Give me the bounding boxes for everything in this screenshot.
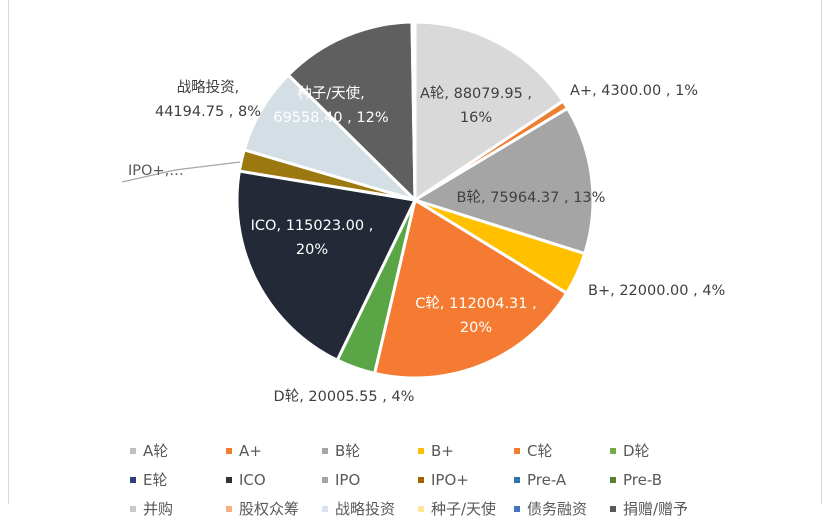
- legend-label: B+: [431, 441, 454, 460]
- pie-slice-1: [413, 20, 566, 203]
- legend-row: A轮 A+ B轮 B+ C轮 D轮: [130, 436, 770, 465]
- legend-label: 并购: [143, 500, 174, 518]
- legend-item: Pre-B: [610, 471, 706, 489]
- pie-slice-3: [411, 106, 595, 256]
- legend-item: B轮: [322, 440, 418, 461]
- data-label-5: C轮, 112004.31 , 20%: [415, 295, 536, 336]
- legend-row: E轮 ICO IPO IPO+ Pre-A Pre-B: [130, 465, 770, 494]
- legend-swatch: [418, 476, 424, 483]
- legend-label: IPO: [335, 470, 361, 489]
- legend-swatch: [322, 447, 328, 454]
- legend-label: ICO: [239, 470, 266, 489]
- legend-swatch: [610, 476, 616, 483]
- data-labels: A轮, 88079.95 , 16% A+, 4300.00 , 1% B轮, 759…: [128, 79, 725, 405]
- legend-label: Pre-B: [623, 470, 663, 489]
- legend-label: 种子/天使: [431, 500, 497, 518]
- chart-legend: A轮 A+ B轮 B+ C轮 D轮 E轮 ICO IPO IPO+ Pre-A Pre-B 并购 股权众筹…: [130, 436, 770, 523]
- data-label-9: 战略投资, 44194.75 , 8%: [155, 79, 261, 120]
- legend-item: 战略投资: [322, 498, 418, 519]
- pie-chart: A轮, 88079.95 , 16% A+, 4300.00 , 1% B轮, 759…: [121, 20, 725, 405]
- legend-swatch: [418, 505, 424, 512]
- legend-label: 战略投资: [335, 500, 396, 518]
- legend-swatch: [130, 476, 136, 483]
- pie-slice-11: [410, 20, 417, 201]
- data-label-6: D轮, 20005.55 , 4%: [274, 388, 415, 405]
- legend-item: A+: [226, 442, 322, 460]
- leader-lines: [121, 161, 241, 183]
- legend-item: 债务融资: [514, 498, 610, 519]
- legend-swatch: [514, 476, 520, 483]
- legend-label: C轮: [527, 442, 553, 460]
- legend-item: 股权众筹: [226, 498, 322, 519]
- pie-slice-7: [235, 169, 418, 363]
- legend-swatch: [514, 505, 520, 512]
- legend-swatch: [514, 447, 520, 454]
- pie-slice-10: [286, 20, 417, 204]
- legend-item: IPO+: [418, 471, 514, 489]
- legend-swatch: [226, 505, 232, 512]
- legend-item: Pre-A: [514, 471, 610, 489]
- data-label-2: A+, 4300.00 , 1%: [570, 83, 698, 99]
- legend-label: 债务融资: [527, 500, 588, 518]
- legend-swatch: [610, 505, 616, 512]
- data-label-1: A轮, 88079.95 , 16%: [420, 85, 532, 126]
- pie-slice-5: [372, 197, 569, 380]
- legend-swatch: [322, 476, 328, 483]
- legend-item: ICO: [226, 471, 322, 489]
- legend-row: 并购 股权众筹 战略投资 种子/天使 债务融资 捐赠/赠予: [130, 494, 770, 523]
- legend-label: A+: [239, 441, 262, 460]
- legend-label: B轮: [335, 442, 361, 460]
- legend-item: D轮: [610, 440, 706, 461]
- legend-label: 股权众筹: [239, 500, 300, 518]
- data-label-3: B轮, 75964.37 , 13%: [457, 189, 606, 206]
- legend-swatch: [130, 505, 136, 512]
- left-border-line: [8, 0, 9, 504]
- legend-swatch: [418, 447, 424, 454]
- right-border-line: [821, 0, 822, 504]
- legend-item: B+: [418, 442, 514, 460]
- legend-item: 并购: [130, 498, 226, 519]
- legend-label: A轮: [143, 442, 169, 460]
- legend-swatch: [322, 505, 328, 512]
- legend-item: 捐赠/赠予: [610, 498, 706, 519]
- legend-label: E轮: [143, 471, 168, 489]
- legend-label: D轮: [623, 442, 650, 460]
- data-label-10: 种子/天使, 69558.40 , 12%: [273, 85, 388, 126]
- legend-swatch: [130, 447, 136, 454]
- legend-item: IPO: [322, 471, 418, 489]
- ipo-plus-leader-line: [121, 161, 241, 183]
- legend-label: IPO+: [431, 470, 469, 489]
- data-label-4: B+, 22000.00 , 4%: [588, 283, 725, 299]
- legend-swatch: [226, 447, 232, 454]
- legend-item: 种子/天使: [418, 498, 514, 519]
- pie-slices: [235, 20, 595, 380]
- legend-item: A轮: [130, 440, 226, 461]
- legend-item: E轮: [130, 469, 226, 490]
- legend-swatch: [226, 476, 232, 483]
- data-label-8: IPO+,…: [128, 163, 184, 179]
- legend-label: Pre-A: [527, 470, 567, 489]
- data-label-7: ICO, 115023.00 , 20%: [251, 218, 374, 258]
- legend-label: 捐赠/赠予: [623, 500, 689, 518]
- legend-item: C轮: [514, 440, 610, 461]
- legend-swatch: [610, 447, 616, 454]
